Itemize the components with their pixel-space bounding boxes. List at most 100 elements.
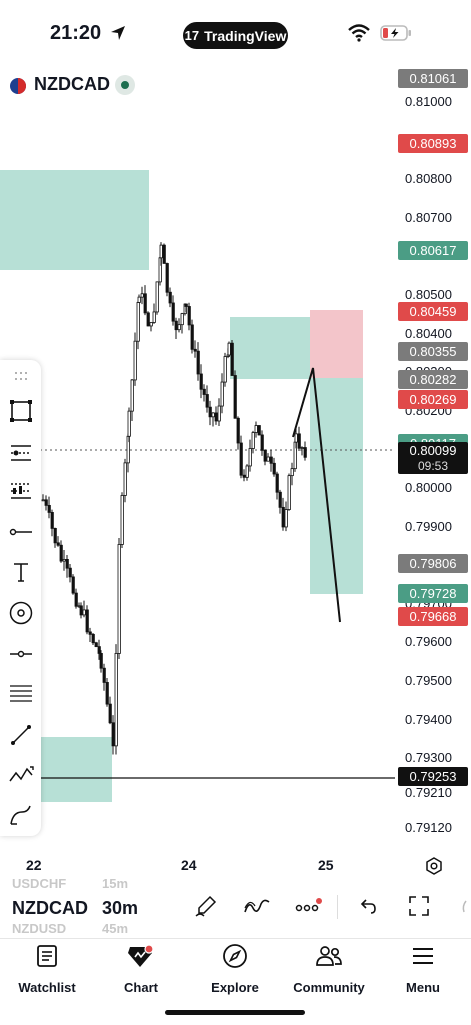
candle-body (190, 324, 194, 350)
nav-menu[interactable]: Menu (378, 941, 468, 995)
nav-menu-label: Menu (406, 980, 440, 995)
candle-body (74, 592, 78, 607)
candle-body (208, 406, 212, 418)
candle-body (91, 633, 95, 644)
hamburger-menu-icon (413, 948, 433, 964)
price-tag: 0.80617 (398, 240, 468, 260)
short-position-tool-icon[interactable] (6, 476, 36, 506)
candle-body (120, 495, 124, 545)
text-tool-icon[interactable] (6, 557, 36, 587)
candle-body (177, 324, 181, 331)
bottom-nav: Watchlist Chart Explore Community Menu (0, 938, 471, 1025)
nav-community[interactable]: Community (284, 941, 374, 995)
candle-body (137, 296, 141, 303)
interval-wheel-prev: 15m (102, 876, 129, 891)
nav-watchlist[interactable]: Watchlist (2, 941, 92, 995)
candle-body (187, 306, 191, 326)
candle-body (133, 340, 137, 381)
price-tag: 0.81061 (398, 69, 468, 89)
price-tag: 0.80893 (398, 134, 468, 154)
symbol-wheel[interactable]: USDCHF NZDCAD NZDUSD (12, 876, 97, 936)
drawing-pen-icon[interactable] (194, 894, 218, 923)
candle-body (233, 375, 237, 419)
nzd-cad-flag-icon (10, 78, 26, 94)
symbol-wheel-prev: USDCHF (12, 876, 67, 891)
undo-icon[interactable] (358, 896, 378, 921)
community-icon (316, 946, 342, 966)
candle-body (162, 244, 166, 264)
price-chart[interactable] (0, 100, 395, 850)
price-scale-label: 0.79300 (405, 750, 452, 766)
tradingview-pill[interactable]: 17 TradingView (183, 22, 288, 49)
price-tag: 0.79253 (398, 767, 468, 787)
candle-body (102, 667, 106, 683)
nav-chart[interactable]: Chart (96, 941, 186, 995)
price-scale-label: 0.80800 (405, 171, 452, 187)
candle-body (202, 388, 206, 395)
candle-body (97, 646, 101, 654)
candle-body (297, 433, 301, 449)
candle-body (184, 303, 188, 307)
candle-body (47, 504, 51, 513)
candle-body (140, 293, 144, 298)
candle-body (171, 302, 175, 322)
long-position-tool-icon[interactable] (6, 438, 36, 468)
watchlist-icon (37, 945, 57, 967)
redo-icon-partial[interactable] (460, 898, 471, 921)
candle-body (41, 499, 45, 502)
chart-settings-icon[interactable] (424, 856, 444, 881)
nav-watchlist-label: Watchlist (18, 980, 76, 995)
nav-community-label: Community (293, 980, 365, 995)
battery-icon (380, 25, 412, 46)
candle-body (82, 609, 86, 616)
candle-body (146, 312, 150, 327)
price-tag: 0.79806 (398, 553, 468, 573)
toolbar-divider (337, 895, 338, 919)
candle-body (211, 412, 215, 418)
nav-explore[interactable]: Explore (190, 941, 280, 995)
candle-body (174, 320, 178, 331)
price-scale-label: 0.80500 (405, 287, 452, 302)
candle-body (99, 653, 103, 669)
symbol-title[interactable]: NZDCAD (34, 74, 110, 94)
measure-tool-icon[interactable] (6, 639, 36, 669)
current-interval: 30m (102, 898, 139, 918)
candle-body (71, 576, 75, 594)
candle-body (59, 544, 63, 562)
parallel-lines-tool-icon[interactable] (6, 679, 36, 709)
candle-body (260, 434, 264, 451)
candle-body (180, 313, 184, 326)
indicators-icon[interactable] (243, 896, 271, 921)
market-status-icon[interactable] (115, 75, 135, 95)
candle-body (263, 449, 267, 462)
candle-body (254, 425, 258, 433)
brush-tool-icon[interactable] (6, 800, 36, 830)
zone-mid (230, 317, 310, 379)
candle-body (105, 682, 109, 705)
price-scale-label: 0.79500 (405, 673, 452, 688)
trend-line-tool-icon[interactable] (6, 720, 36, 750)
toolbar-handle-icon[interactable] (6, 366, 36, 386)
candle-body (284, 509, 288, 528)
candle-body (290, 468, 294, 477)
pattern-tool-icon[interactable] (6, 760, 36, 790)
candle-body (281, 506, 285, 528)
candle-body (205, 394, 209, 408)
candle-body (155, 281, 159, 313)
bar-countdown: 09:53 (417, 459, 449, 473)
candle-body (79, 605, 83, 616)
interval-wheel[interactable]: 15m 30m 45m (102, 876, 162, 936)
candle-body (242, 474, 246, 478)
candle-body (300, 447, 304, 449)
price-tag: 0.80269 (398, 390, 468, 410)
horizontal-ray-tool-icon[interactable] (6, 517, 36, 547)
candle-body (248, 448, 252, 467)
candle-body (88, 631, 92, 635)
price-tag: 0.80459 (398, 301, 468, 321)
stop-loss-zone (310, 310, 363, 378)
cycle-tool-icon[interactable] (6, 598, 36, 628)
more-options-icon[interactable] (295, 898, 323, 919)
current-price-tag: 0.80099 09:53 (398, 442, 468, 474)
fullscreen-icon[interactable] (408, 895, 430, 922)
rectangle-tool-icon[interactable] (6, 396, 36, 426)
